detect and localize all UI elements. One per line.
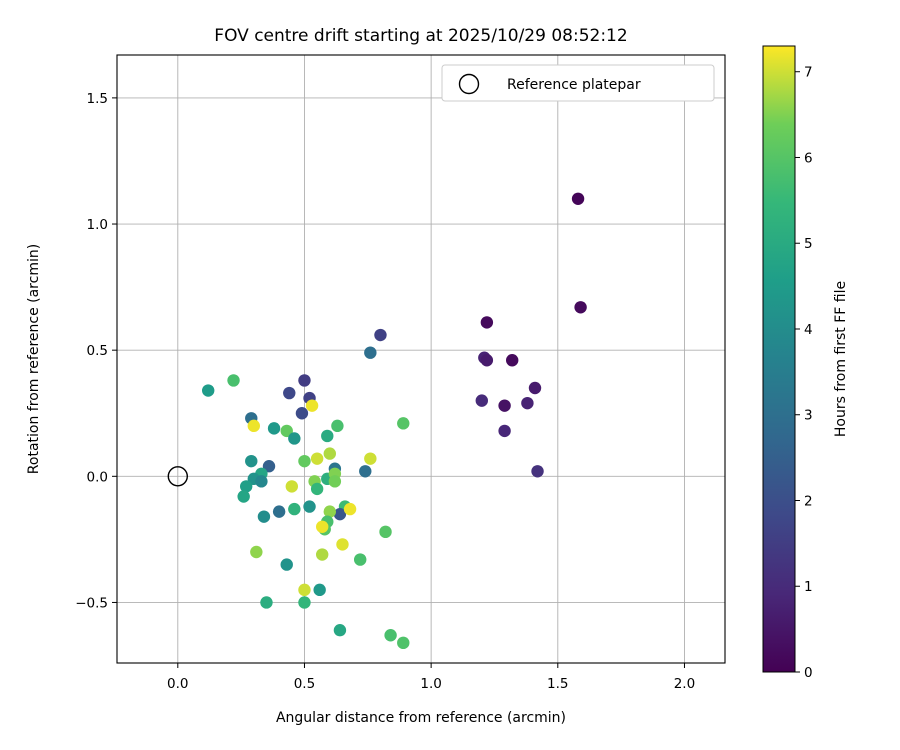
data-point [288, 432, 301, 445]
data-point [267, 422, 281, 435]
data-point [283, 386, 296, 400]
plot-frame [116, 54, 726, 664]
data-point [397, 417, 410, 430]
data-points [167, 192, 587, 650]
colorbar-gradient [762, 45, 796, 673]
data-point [255, 475, 268, 488]
data-point [202, 384, 215, 397]
data-point [328, 475, 342, 488]
data-point [331, 419, 344, 433]
data-point [298, 596, 311, 609]
y-tick-label: 1.5 [87, 91, 108, 107]
data-point [379, 525, 392, 539]
colorbar-tick-label: 1 [804, 579, 813, 595]
data-point [313, 583, 326, 597]
y-axis-ticks: −0.5 0.0 0.5 1.0 1.5 [75, 91, 117, 611]
data-point [321, 429, 334, 443]
data-point [247, 419, 260, 433]
colorbar: 0 1 2 3 4 5 6 7 Hours from first FF file [762, 45, 849, 681]
data-point [262, 460, 276, 473]
data-point [374, 328, 387, 342]
y-axis-label: Rotation from reference (arcmin) [26, 244, 42, 474]
data-point [288, 502, 301, 516]
data-point [310, 452, 324, 465]
colorbar-label: Hours from first FF file [833, 281, 849, 437]
data-point [310, 482, 324, 496]
x-tick-label: 2.0 [674, 676, 695, 692]
legend-label: Reference platepar [507, 77, 641, 93]
data-point [227, 374, 240, 387]
data-point [305, 399, 319, 412]
x-tick-label: 1.0 [420, 676, 441, 692]
data-point [574, 301, 587, 314]
data-point [397, 636, 410, 650]
data-point [571, 192, 585, 206]
legend: Reference platepar [441, 64, 715, 102]
grid-lines [117, 55, 725, 663]
colorbar-tick-label: 7 [804, 65, 813, 81]
data-point [506, 354, 519, 367]
data-point [333, 507, 347, 521]
data-point [480, 354, 494, 367]
y-tick-label: 0.5 [87, 343, 108, 359]
data-point [336, 538, 349, 551]
colorbar-tick-label: 0 [804, 665, 813, 681]
legend-marker [458, 73, 480, 95]
data-point [480, 316, 494, 329]
data-point [280, 558, 293, 571]
data-point [364, 452, 377, 465]
data-point [498, 424, 511, 438]
x-axis-label: Angular distance from reference (arcmin) [276, 710, 566, 726]
colorbar-tick-label: 2 [804, 493, 813, 509]
data-point [323, 447, 336, 460]
legend-box [441, 64, 715, 102]
data-point [333, 624, 347, 637]
data-point [354, 553, 367, 566]
data-point [316, 520, 329, 533]
data-point [257, 510, 271, 523]
y-tick-label: 0.0 [87, 469, 108, 485]
data-point [531, 465, 544, 478]
data-point [521, 396, 534, 410]
y-tick-label: −0.5 [75, 595, 108, 611]
data-point [245, 454, 258, 468]
data-point [285, 480, 298, 493]
data-point [528, 381, 542, 395]
data-point [343, 502, 357, 516]
data-point [260, 596, 273, 609]
data-point [498, 399, 511, 412]
data-point [280, 424, 293, 438]
data-point [323, 505, 336, 518]
y-tick-label: 1.0 [87, 217, 108, 233]
data-point [475, 394, 488, 407]
data-point [295, 407, 309, 420]
data-point [237, 490, 250, 503]
colorbar-tick-label: 4 [804, 322, 813, 338]
data-point [250, 545, 263, 559]
x-tick-label: 1.5 [547, 676, 568, 692]
data-point [359, 465, 372, 478]
data-point [240, 480, 253, 493]
data-point [298, 583, 311, 597]
data-point [298, 374, 311, 387]
colorbar-ticks: 0 1 2 3 4 5 6 7 [795, 65, 813, 681]
chart-title: FOV centre drift starting at 2025/10/29 … [214, 26, 627, 46]
x-tick-label: 0.0 [167, 676, 188, 692]
reference-marker [167, 466, 189, 487]
data-point [272, 505, 286, 518]
data-point [298, 454, 311, 468]
data-point [303, 500, 316, 513]
colorbar-tick-label: 5 [804, 236, 813, 252]
x-tick-label: 0.5 [294, 676, 315, 692]
colorbar-tick-label: 6 [804, 150, 813, 166]
x-axis-ticks: 0.0 0.5 1.0 1.5 2.0 [167, 663, 695, 692]
data-point [316, 548, 329, 561]
data-point [364, 346, 377, 359]
colorbar-tick-label: 3 [804, 408, 813, 424]
data-point [384, 629, 397, 642]
